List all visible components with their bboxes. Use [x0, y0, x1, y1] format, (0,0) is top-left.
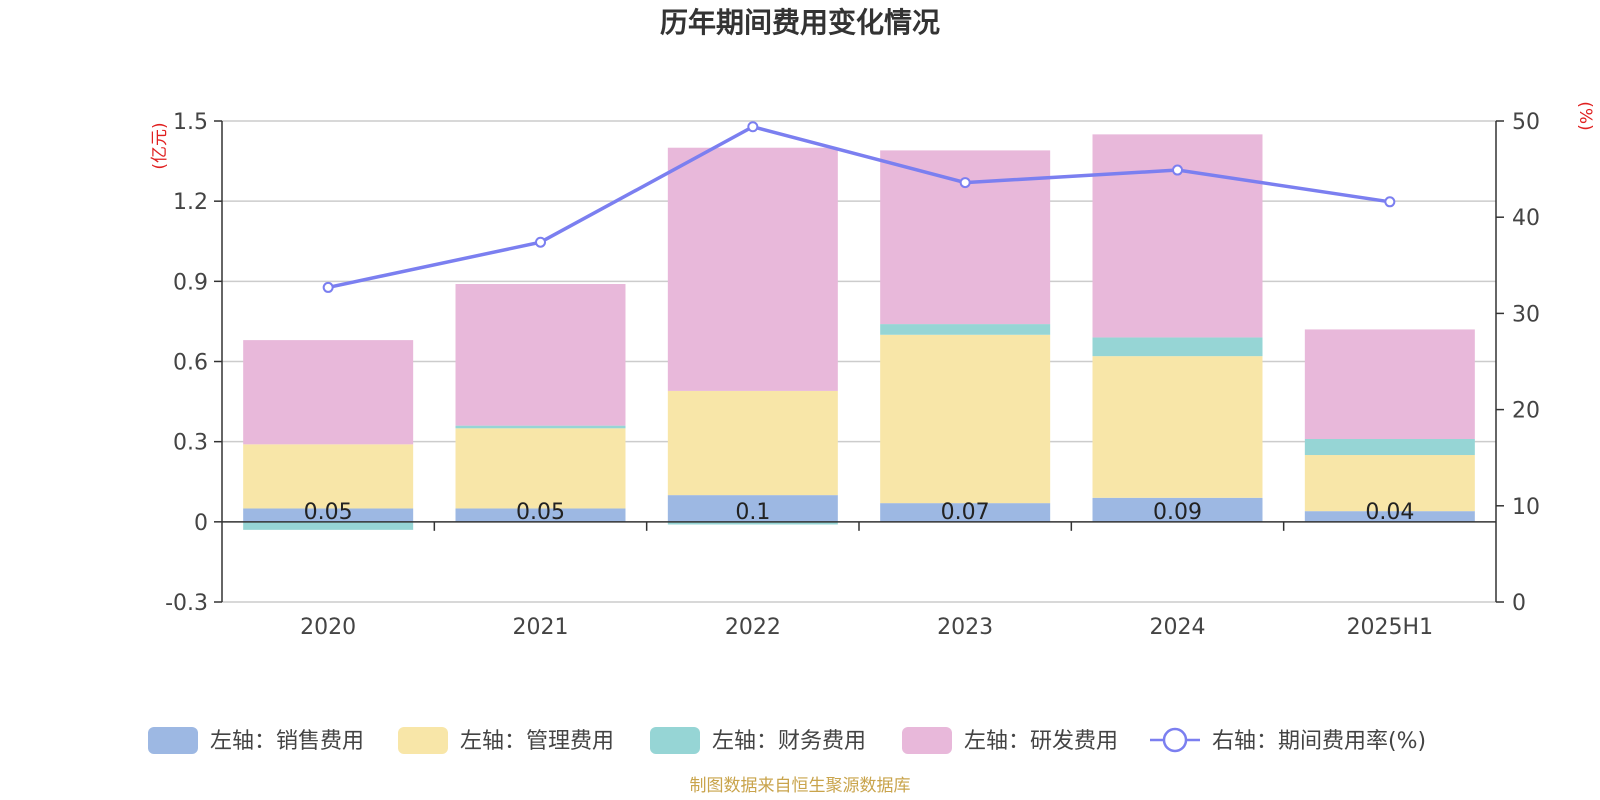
bar-segment	[455, 428, 626, 509]
bar-data-label: 0.05	[516, 500, 565, 525]
legend-swatch	[902, 727, 952, 754]
rate-point	[1384, 196, 1396, 208]
legend-swatch	[398, 727, 448, 754]
grid-lines	[222, 120, 1496, 603]
bar-segment	[455, 425, 626, 429]
bar-data-labels: 0.05 0.05 0.1 0.07 0.09 0.04	[304, 500, 1415, 525]
bar-segment	[880, 150, 1051, 325]
bar-segment	[667, 147, 838, 391]
category-label: 2021	[513, 615, 569, 640]
bar-segment	[1092, 337, 1263, 357]
chart-title: 历年期间费用变化情况	[660, 6, 940, 39]
rate-point	[535, 236, 546, 248]
bar-segment	[667, 521, 838, 525]
left-axis-tick-label: 0.6	[173, 351, 208, 376]
legend-label: 左轴：财务费用	[712, 729, 866, 754]
left-axis-tick-label: -0.3	[165, 591, 208, 616]
category-label: 2022	[725, 615, 781, 640]
right-axis-unit: (%)	[1575, 101, 1595, 130]
bar-data-label: 0.04	[1365, 500, 1414, 525]
bar-series	[243, 134, 1475, 530]
bar-segment	[455, 284, 626, 426]
legend-label: 左轴：销售费用	[210, 729, 364, 754]
bar-segment	[243, 521, 414, 530]
axes: -0.3 0 0.3 0.6 0.9 1.2 1.5 0 10 20 30 40 50 (亿元) (%) 20…	[150, 101, 1595, 640]
bar-segment	[1092, 497, 1263, 522]
right-axis-tick-label: 40	[1512, 206, 1540, 231]
bar-segment	[1304, 455, 1475, 512]
rate-point	[747, 121, 759, 133]
legend-label: 左轴：研发费用	[964, 729, 1118, 754]
category-label: 2023	[937, 615, 993, 640]
bar-segment	[1304, 438, 1475, 456]
legend-swatch	[650, 727, 700, 754]
legend-swatch	[148, 727, 198, 754]
bar-segment	[243, 508, 414, 522]
left-axis-tick-label: 1.5	[173, 110, 208, 135]
left-axis-tick-label: 0	[194, 511, 208, 536]
right-axis-tick-label: 50	[1512, 110, 1540, 135]
bar-segment	[1092, 356, 1263, 498]
bar-data-label: 0.09	[1153, 500, 1202, 525]
legend-label: 左轴：管理费用	[460, 729, 614, 754]
left-axis-unit: (亿元)	[150, 122, 170, 169]
bar-segment	[1304, 511, 1475, 522]
bar-data-label: 0.07	[941, 500, 990, 525]
right-axis-tick-label: 0	[1512, 591, 1526, 616]
right-axis-tick-label: 10	[1512, 495, 1540, 520]
bar-segment	[243, 340, 414, 445]
left-axis-tick-label: 0.9	[173, 270, 208, 295]
rate-point	[1172, 164, 1183, 176]
category-label: 2024	[1150, 615, 1206, 640]
bar-segment	[880, 324, 1051, 335]
bar-segment	[243, 444, 414, 509]
left-axis-tick-label: 0.3	[173, 431, 208, 456]
legend: 左轴：销售费用 左轴：管理费用 左轴：财务费用 左轴：研发费用 右轴：期间费用率(%)	[148, 727, 1426, 754]
category-label: 2025H1	[1347, 615, 1434, 640]
source-note: 制图数据来自恒生聚源数据库	[690, 776, 911, 796]
bar-segment	[880, 503, 1051, 522]
bar-data-label: 0.05	[304, 500, 353, 525]
right-axis-tick-label: 30	[1512, 302, 1540, 327]
bar-segment	[880, 334, 1051, 504]
bar-segment	[455, 508, 626, 522]
right-axis-tick-label: 20	[1512, 399, 1540, 424]
bar-data-label: 0.1	[735, 500, 770, 525]
rate-point	[959, 177, 971, 189]
line-series	[322, 121, 1396, 293]
rate-point	[322, 281, 334, 293]
bar-segment	[667, 390, 838, 496]
bar-segment	[667, 495, 838, 522]
category-label: 2020	[300, 615, 356, 640]
legend-label: 右轴：期间费用率(%)	[1212, 729, 1426, 754]
legend-marker	[1162, 727, 1188, 753]
bar-segment	[1304, 329, 1475, 439]
rate-line	[327, 124, 1391, 290]
left-axis-tick-label: 1.2	[173, 190, 208, 215]
